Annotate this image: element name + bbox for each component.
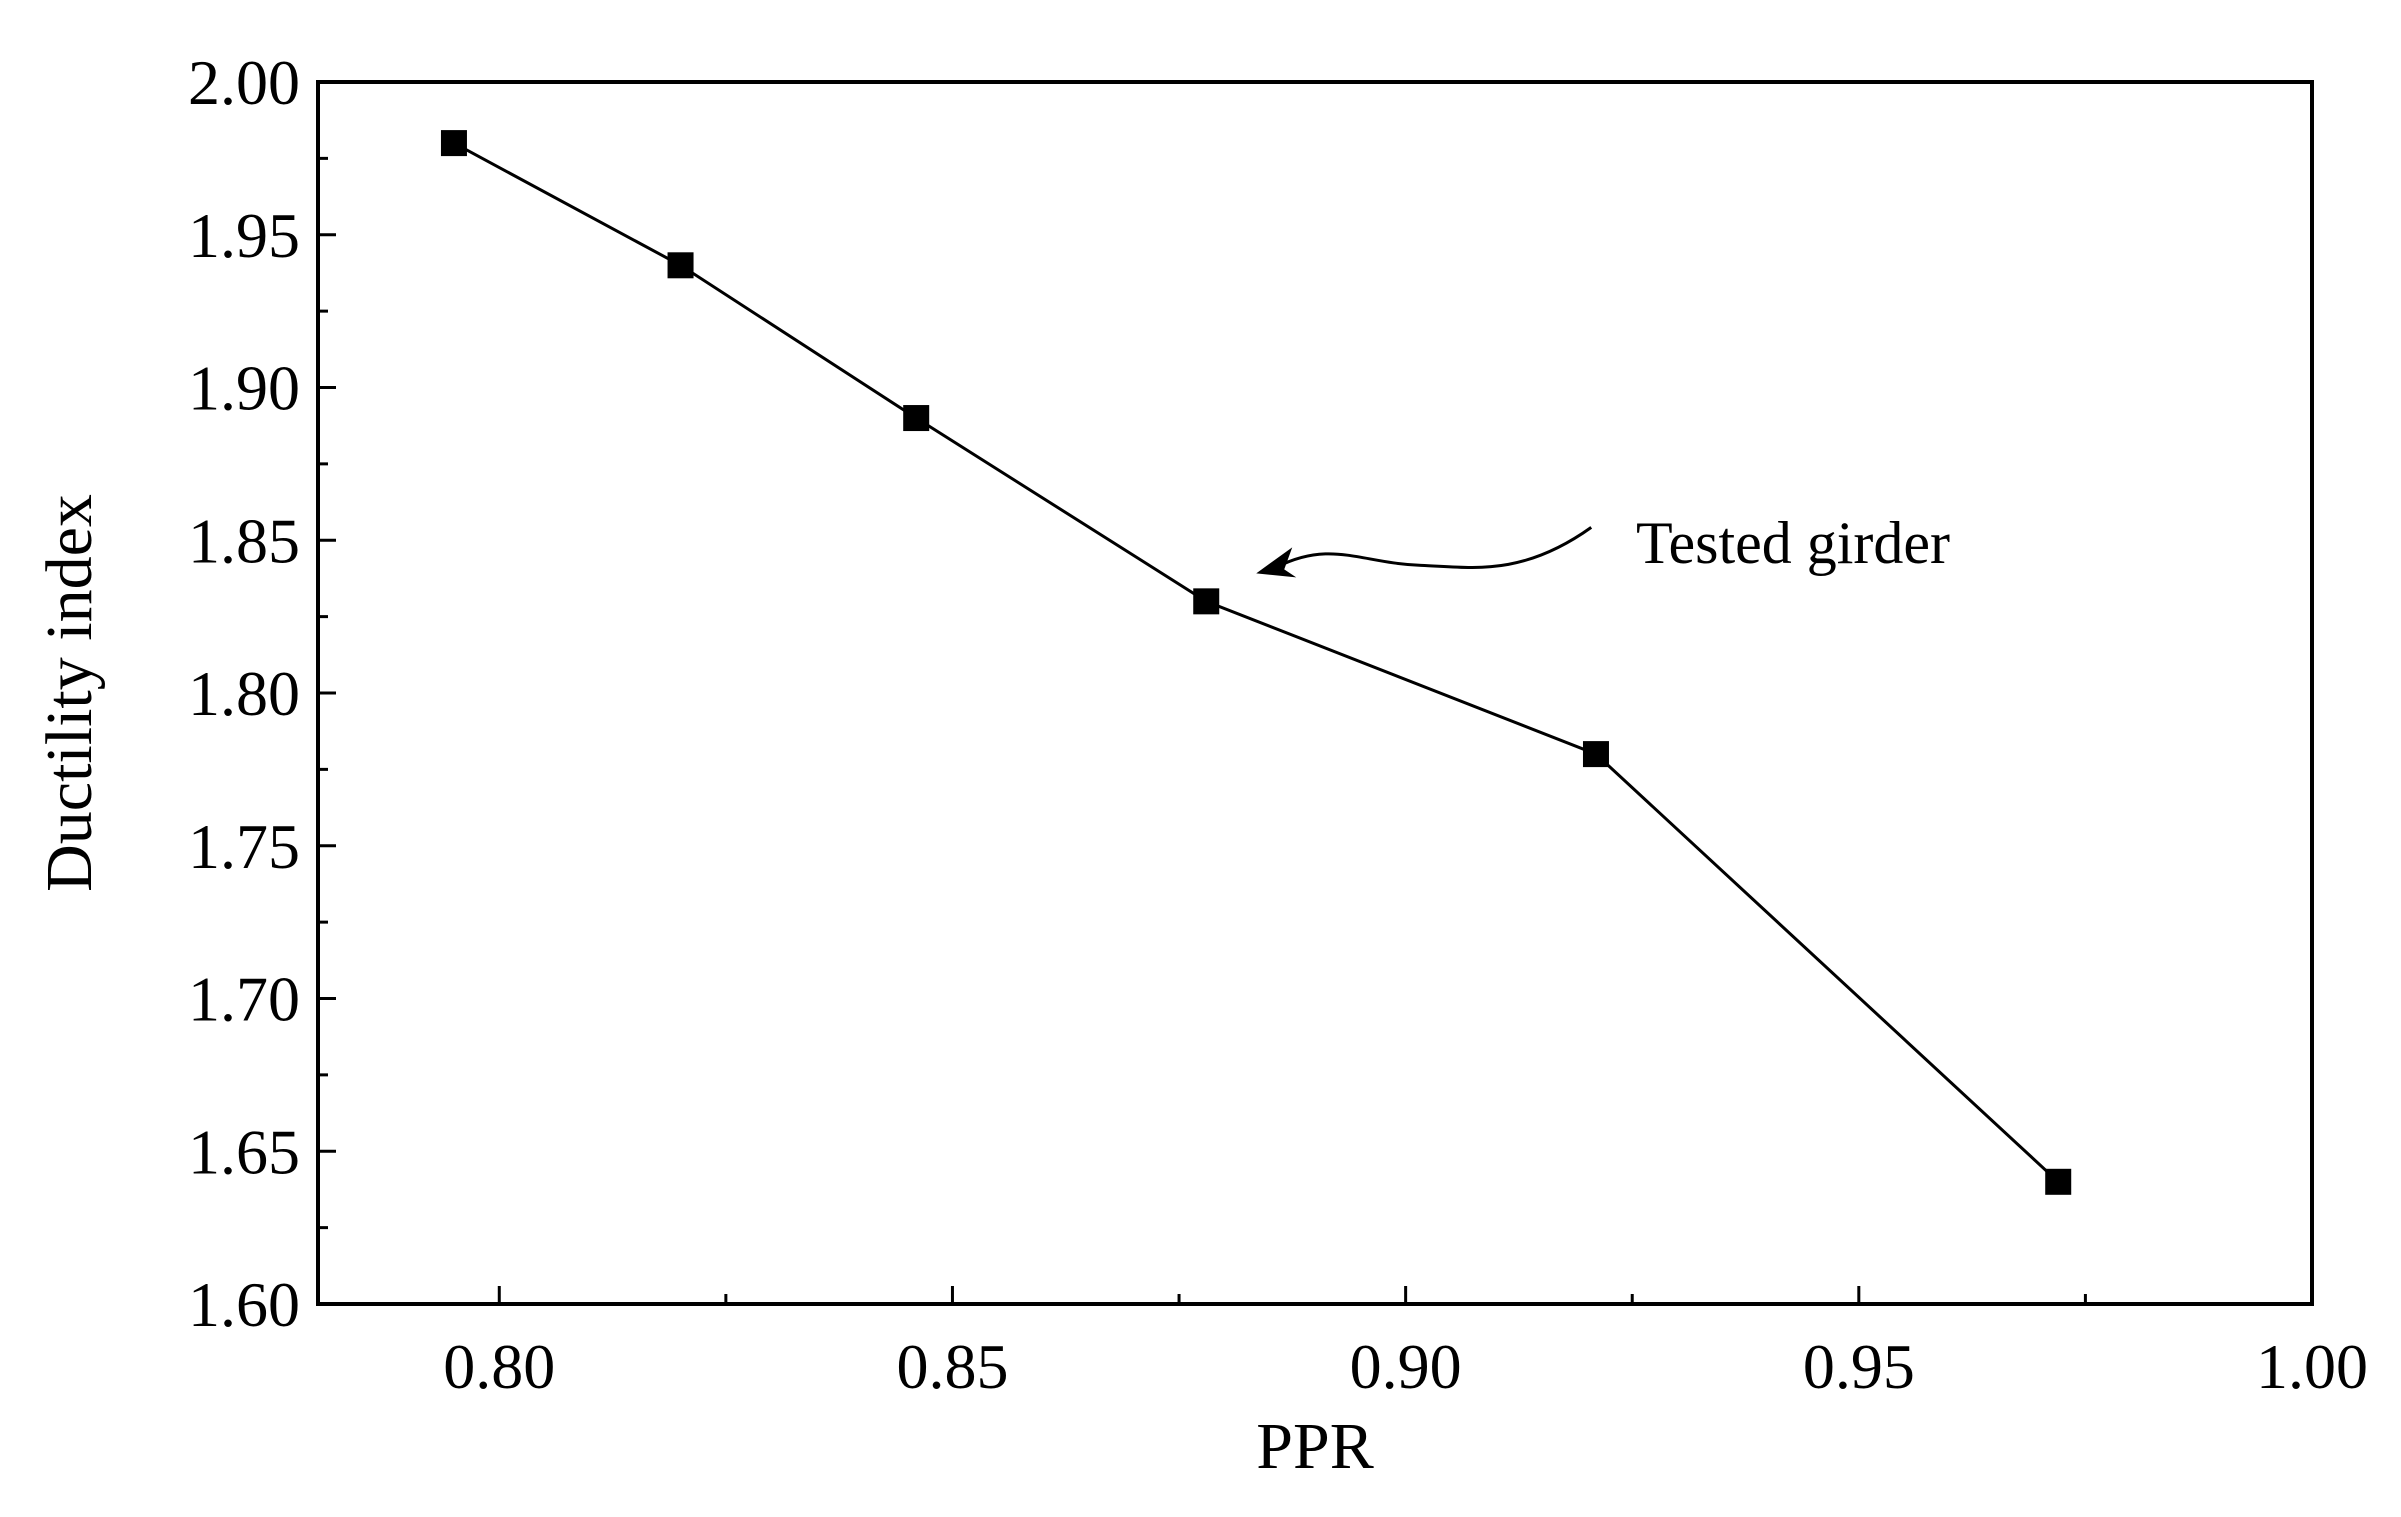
y-tick-label: 1.80 xyxy=(188,658,300,729)
x-tick-label: 0.90 xyxy=(1350,1331,1462,1402)
annotation-layer: Tested girder xyxy=(1256,510,1950,578)
plot-frame xyxy=(316,80,2314,1306)
y-tick-label: 2.00 xyxy=(188,47,300,118)
x-axis-title: PPR xyxy=(1256,1410,1373,1483)
y-tick-label: 1.90 xyxy=(188,353,300,424)
x-axis: 0.80 0.85 0.90 0.95 1.00 xyxy=(443,1286,2368,1402)
series-layer xyxy=(440,130,2072,1195)
annotation-label: Tested girder xyxy=(1636,510,1950,576)
series-line xyxy=(453,141,2060,1183)
data-point xyxy=(2045,1168,2072,1195)
y-tick-label: 1.85 xyxy=(188,505,300,576)
data-point xyxy=(903,405,930,432)
y-axis-title: Ductility index xyxy=(33,494,106,892)
y-tick-label: 1.95 xyxy=(188,200,300,271)
data-point xyxy=(440,130,467,157)
x-tick-label: 0.85 xyxy=(896,1331,1008,1402)
y-tick-label: 1.75 xyxy=(188,811,300,882)
annotation-arrow xyxy=(1275,526,1593,569)
x-tick-label: 0.80 xyxy=(443,1331,555,1402)
y-axis: 1.60 1.65 1.70 1.75 1.80 1.85 1.90 1.95 2.00 xyxy=(188,47,336,1340)
data-point xyxy=(667,252,694,279)
y-tick-label: 1.60 xyxy=(188,1269,300,1340)
x-tick-label: 1.00 xyxy=(2256,1331,2368,1402)
data-point xyxy=(1582,741,1609,768)
x-tick-label: 0.95 xyxy=(1803,1331,1915,1402)
y-tick-label: 1.70 xyxy=(188,964,300,1035)
plot-frame-group xyxy=(316,80,2314,1306)
annotation-arrowhead xyxy=(1256,547,1297,578)
y-tick-label: 1.65 xyxy=(188,1116,300,1187)
data-point xyxy=(1193,588,1220,615)
